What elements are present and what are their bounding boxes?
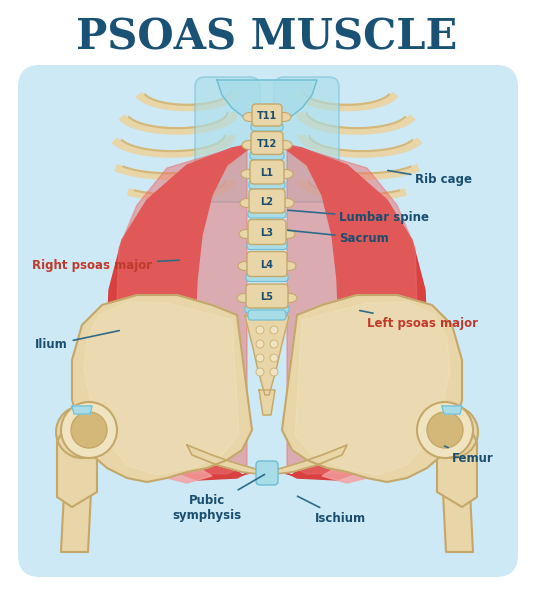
Polygon shape — [295, 302, 450, 475]
Polygon shape — [217, 80, 317, 124]
FancyBboxPatch shape — [246, 284, 288, 308]
Circle shape — [71, 412, 107, 448]
Ellipse shape — [277, 113, 291, 121]
FancyBboxPatch shape — [256, 461, 278, 485]
FancyBboxPatch shape — [274, 77, 339, 202]
FancyBboxPatch shape — [252, 104, 282, 126]
Ellipse shape — [241, 169, 255, 179]
Ellipse shape — [281, 229, 295, 238]
FancyBboxPatch shape — [249, 189, 285, 213]
Circle shape — [256, 326, 264, 334]
Circle shape — [270, 354, 278, 362]
Polygon shape — [322, 468, 367, 483]
Text: L5: L5 — [261, 292, 273, 302]
Text: Lumbar spine: Lumbar spine — [288, 210, 429, 224]
FancyBboxPatch shape — [18, 65, 518, 577]
Ellipse shape — [240, 199, 254, 208]
Text: L1: L1 — [261, 168, 273, 178]
FancyBboxPatch shape — [251, 131, 283, 154]
Circle shape — [270, 368, 278, 376]
Polygon shape — [282, 295, 462, 482]
Circle shape — [61, 402, 117, 458]
Polygon shape — [61, 452, 93, 552]
Circle shape — [256, 340, 264, 348]
FancyBboxPatch shape — [249, 181, 285, 189]
Text: Ilium: Ilium — [35, 331, 119, 352]
Ellipse shape — [282, 262, 296, 271]
FancyBboxPatch shape — [251, 123, 283, 131]
Text: Sacrum: Sacrum — [288, 230, 389, 245]
FancyBboxPatch shape — [247, 251, 287, 277]
Polygon shape — [72, 406, 92, 414]
Polygon shape — [167, 468, 212, 483]
Circle shape — [256, 354, 264, 362]
Ellipse shape — [238, 262, 252, 271]
Circle shape — [270, 326, 278, 334]
Polygon shape — [441, 452, 473, 552]
FancyBboxPatch shape — [248, 310, 286, 320]
Polygon shape — [287, 144, 417, 474]
Text: L2: L2 — [261, 197, 273, 207]
Polygon shape — [117, 144, 247, 474]
Text: T12: T12 — [257, 139, 277, 149]
Polygon shape — [57, 412, 97, 507]
Text: T11: T11 — [257, 111, 277, 121]
FancyBboxPatch shape — [195, 77, 260, 202]
Circle shape — [270, 340, 278, 348]
Circle shape — [56, 406, 108, 458]
FancyBboxPatch shape — [247, 241, 287, 250]
Circle shape — [67, 417, 97, 447]
Text: L3: L3 — [261, 228, 273, 238]
Polygon shape — [107, 143, 257, 480]
FancyBboxPatch shape — [245, 305, 289, 313]
Circle shape — [437, 417, 467, 447]
FancyBboxPatch shape — [248, 210, 286, 218]
Ellipse shape — [242, 140, 256, 149]
Circle shape — [417, 402, 473, 458]
Polygon shape — [437, 412, 477, 507]
Polygon shape — [72, 295, 252, 482]
Text: PSOAS MUSCLE: PSOAS MUSCLE — [77, 17, 457, 59]
FancyBboxPatch shape — [246, 274, 288, 281]
Text: Rib cage: Rib cage — [388, 170, 472, 187]
Circle shape — [256, 368, 264, 376]
Polygon shape — [277, 143, 427, 480]
Circle shape — [426, 406, 478, 458]
Circle shape — [427, 412, 463, 448]
Text: Pubic
symphysis: Pubic symphysis — [172, 475, 265, 522]
Polygon shape — [187, 445, 347, 475]
Ellipse shape — [278, 140, 292, 149]
Text: Ischium: Ischium — [297, 496, 366, 524]
Polygon shape — [442, 406, 462, 414]
Polygon shape — [245, 316, 289, 395]
Ellipse shape — [283, 293, 297, 302]
Text: L4: L4 — [261, 260, 273, 270]
Text: Left psoas major: Left psoas major — [360, 311, 478, 329]
Polygon shape — [84, 302, 239, 475]
Text: Femur: Femur — [445, 446, 494, 464]
Polygon shape — [259, 390, 275, 415]
FancyBboxPatch shape — [250, 151, 284, 160]
Text: Right psoas major: Right psoas major — [32, 259, 179, 271]
FancyBboxPatch shape — [250, 160, 284, 184]
Ellipse shape — [280, 199, 294, 208]
Ellipse shape — [243, 113, 257, 121]
Ellipse shape — [237, 293, 251, 302]
FancyBboxPatch shape — [248, 220, 286, 245]
Ellipse shape — [239, 229, 253, 238]
Ellipse shape — [279, 169, 293, 179]
